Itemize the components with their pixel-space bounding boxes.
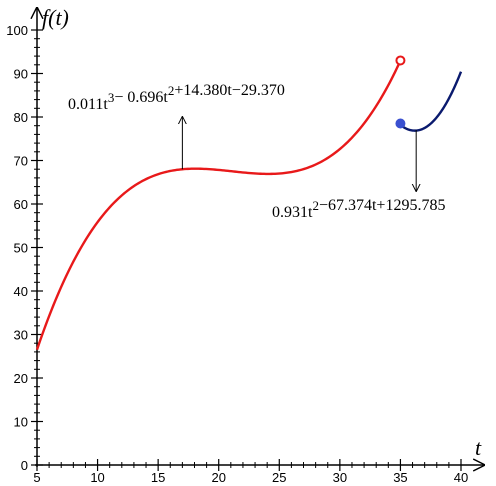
y-tick-label-50: 50 bbox=[14, 241, 28, 256]
y-tick-label-100: 100 bbox=[6, 23, 28, 38]
axes bbox=[35, 8, 484, 467]
formula-term: −67.374t+1295.785 bbox=[319, 197, 446, 214]
x-tick-label-15: 15 bbox=[151, 470, 165, 485]
x-tick-label-30: 30 bbox=[333, 470, 347, 485]
series-line-1 bbox=[35, 60, 402, 351]
annotation-formula-quadratic: 0.931t2−67.374t+1295.785 bbox=[272, 197, 445, 221]
tick-marks: 5 10 15 20 25 30 35 40 0 10 20 30 40 50 60 70 80 90 100 bbox=[6, 23, 468, 485]
series-lines bbox=[35, 60, 463, 351]
formula-term: − 0.696t bbox=[114, 89, 168, 106]
x-tick-label-25: 25 bbox=[272, 470, 286, 485]
x-tick-label-20: 20 bbox=[211, 470, 225, 485]
y-tick-label-20: 20 bbox=[14, 371, 28, 386]
x-tick-label-10: 10 bbox=[90, 470, 104, 485]
annotation-formula-cubic: 0.011t3− 0.696t2+14.380t−29.370 bbox=[68, 82, 285, 113]
formula-exponent: 2 bbox=[168, 83, 175, 98]
annotations: 0.011t3− 0.696t2+14.380t−29.3700.931t2−6… bbox=[68, 82, 445, 221]
markers bbox=[395, 55, 406, 129]
x-axis-label: t bbox=[475, 435, 482, 460]
x-tick-label-40: 40 bbox=[454, 470, 468, 485]
formula-term: 0.931t bbox=[272, 204, 313, 221]
formula-exponent: 3 bbox=[108, 90, 115, 105]
formula-term: 0.011t bbox=[68, 96, 108, 113]
series-line-2 bbox=[399, 71, 463, 132]
filled-endpoint-marker bbox=[395, 118, 406, 129]
y-tick-label-70: 70 bbox=[14, 154, 28, 169]
y-tick-label-80: 80 bbox=[14, 110, 28, 125]
formula-term: +14.380t−29.370 bbox=[174, 82, 285, 99]
y-axis-label: f(t) bbox=[42, 5, 69, 30]
formula-exponent: 2 bbox=[312, 198, 319, 213]
y-tick-label-0: 0 bbox=[21, 458, 28, 473]
y-tick-label-10: 10 bbox=[14, 415, 28, 430]
x-tick-label-35: 35 bbox=[393, 470, 407, 485]
y-tick-label-30: 30 bbox=[14, 328, 28, 343]
y-tick-label-90: 90 bbox=[14, 67, 28, 82]
y-tick-label-40: 40 bbox=[14, 284, 28, 299]
open-endpoint-marker bbox=[395, 55, 406, 66]
x-tick-label-5: 5 bbox=[33, 470, 40, 485]
y-tick-label-60: 60 bbox=[14, 197, 28, 212]
